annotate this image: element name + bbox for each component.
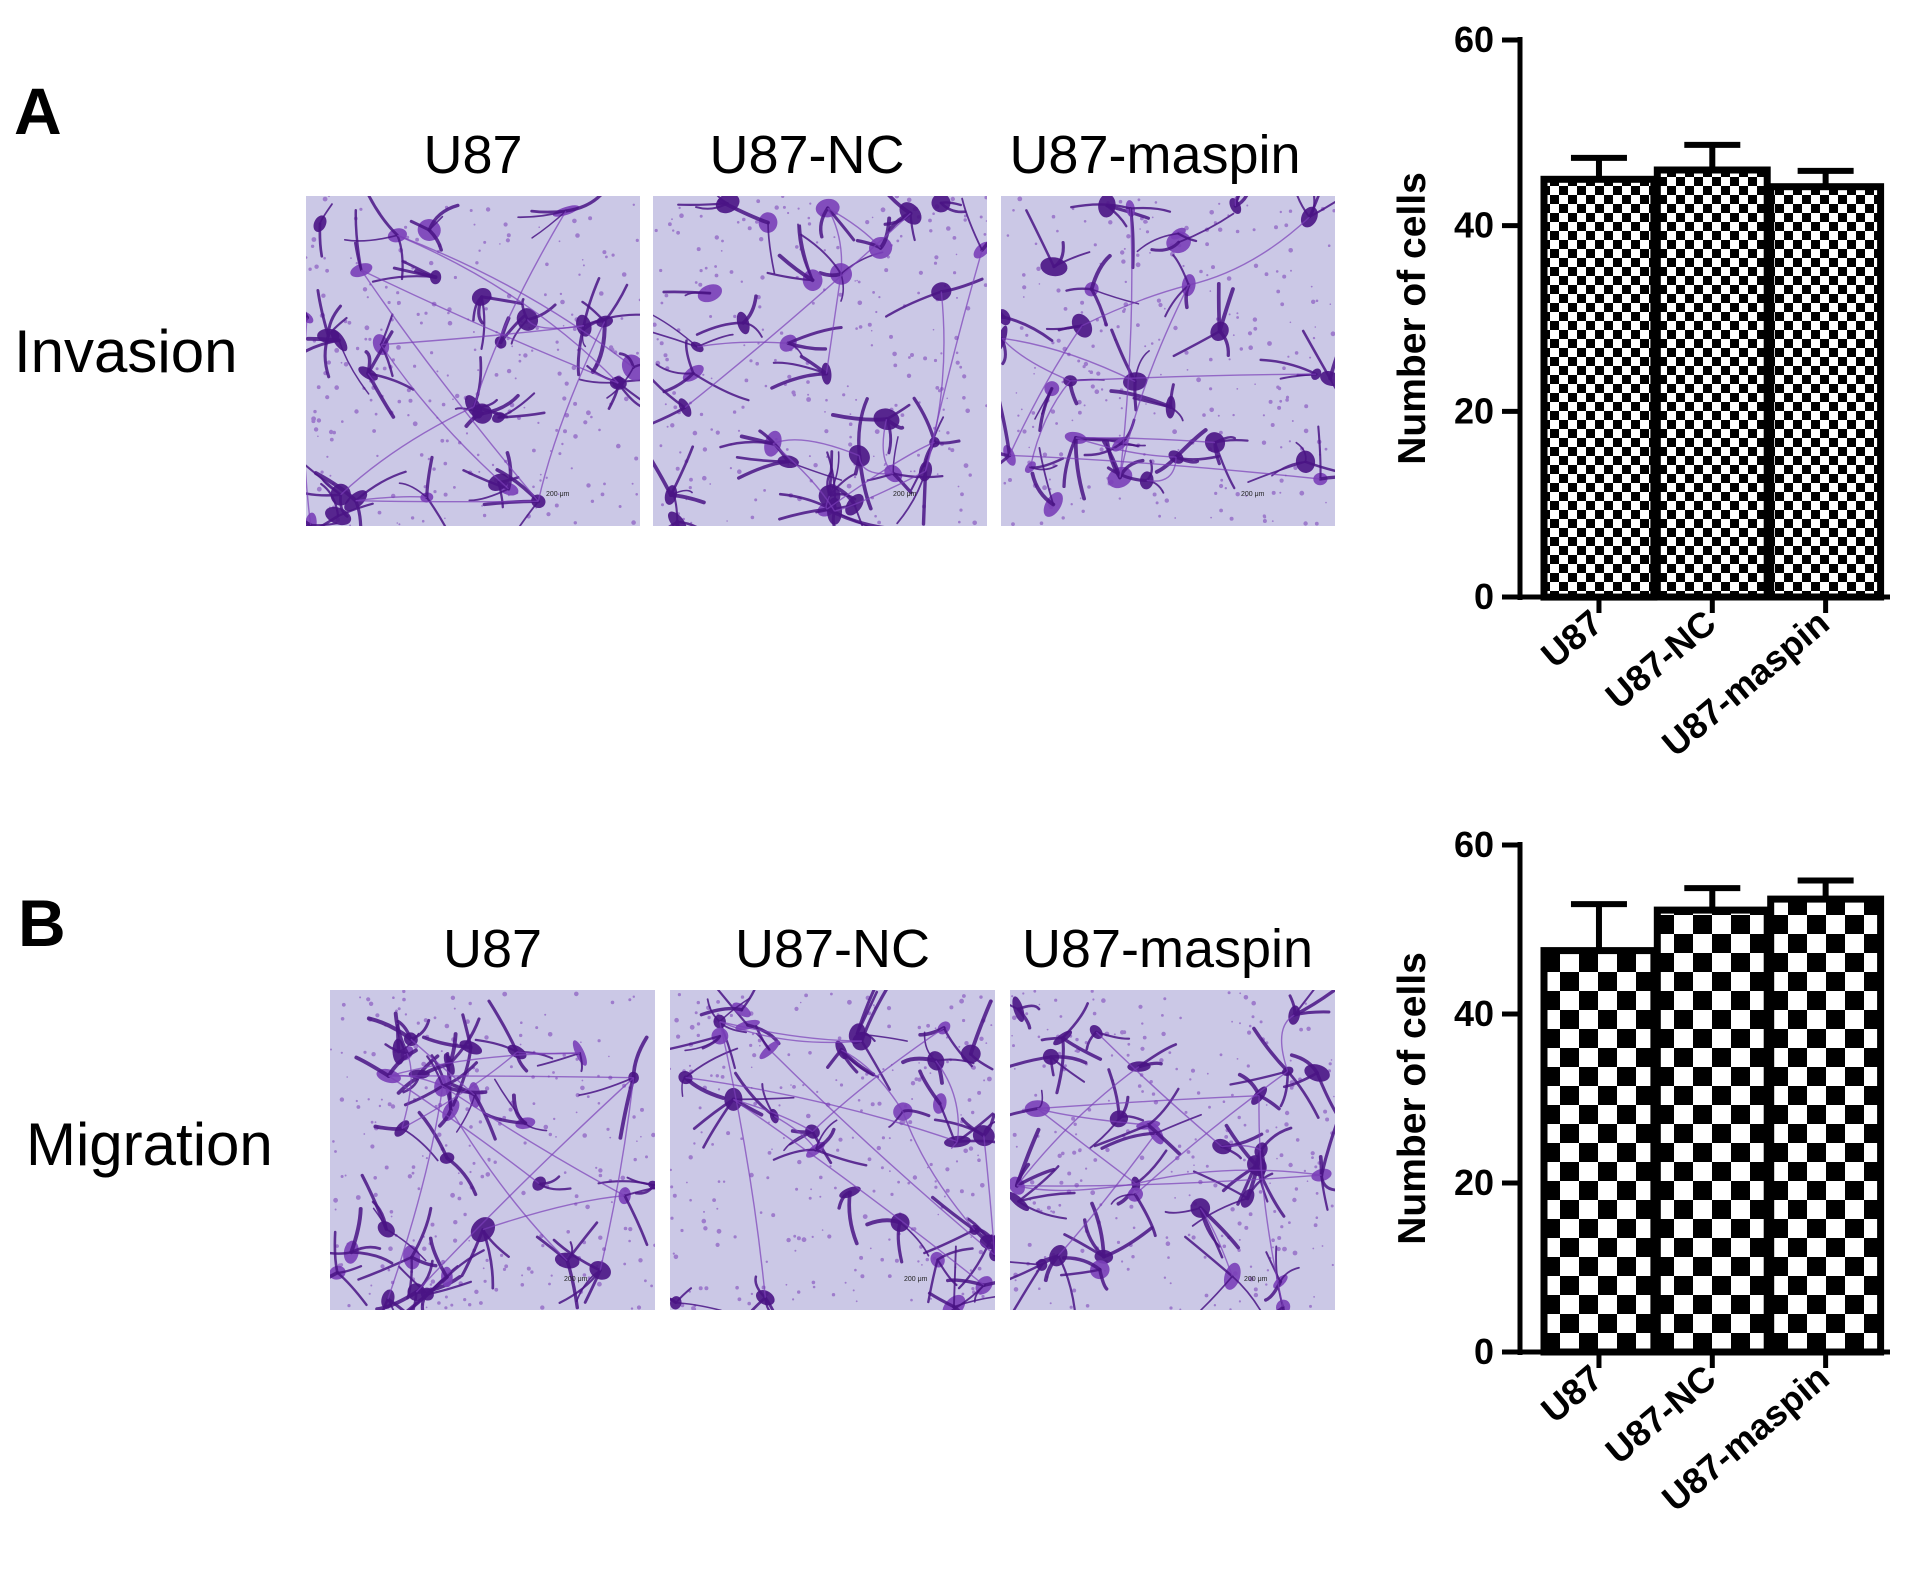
y-tick-label: 60 — [1454, 824, 1494, 865]
y-tick-label: 60 — [1454, 19, 1494, 60]
bar-u87 — [1540, 175, 1658, 601]
scale-bar-label: 200 μm — [1241, 491, 1265, 498]
y-tick-label: 40 — [1454, 205, 1494, 246]
row-label-migration: Migration — [26, 1111, 273, 1178]
column-label-u87-maspin-invasion: U87-maspin — [1009, 125, 1301, 185]
y-tick-label: 20 — [1454, 390, 1494, 431]
bar-u87-nc — [1653, 166, 1771, 601]
y-tick-label: 0 — [1474, 1331, 1494, 1372]
column-label-u87-nc-invasion: U87-NC — [709, 125, 905, 185]
micrograph-migration-u87-maspin: 200 μm — [1010, 990, 1335, 1310]
panel-letter-b: B — [18, 886, 66, 960]
bar-u87-maspin — [1767, 895, 1885, 1356]
scale-bar-label: 200 μm — [1244, 1276, 1268, 1283]
bar-u87-nc — [1653, 906, 1771, 1356]
bar-u87-maspin — [1767, 183, 1885, 601]
stained-cells — [1010, 990, 1335, 1310]
scale-bar-label: 200 μm — [546, 491, 570, 498]
micrograph-migration-u87: 200 μm — [330, 990, 655, 1310]
stained-cells — [670, 990, 995, 1310]
column-label-u87-nc-migration: U87-NC — [734, 919, 931, 979]
micrograph-invasion-u87-maspin: 200 μm — [1001, 196, 1335, 526]
stained-cells — [306, 196, 640, 526]
column-label-u87-maspin-migration: U87-maspin — [1021, 919, 1314, 979]
y-tick-label: 0 — [1474, 576, 1494, 617]
column-label-u87-migration: U87 — [442, 919, 543, 979]
column-label-u87-invasion: U87 — [423, 125, 523, 185]
y-tick-label: 20 — [1454, 1162, 1494, 1203]
y-axis-label: Number of cells — [1391, 952, 1434, 1245]
bar-u87 — [1540, 947, 1658, 1356]
micrograph-invasion-u87: 200 μm — [306, 196, 640, 526]
micrograph-invasion-u87-nc: 200 μm — [653, 196, 987, 526]
micrograph-migration-u87-nc: 200 μm — [670, 990, 995, 1310]
panel-letter-a: A — [14, 74, 62, 148]
stained-cells — [1001, 196, 1335, 517]
scale-bar-label: 200 μm — [893, 491, 917, 498]
stained-cells — [330, 999, 655, 1310]
stained-cells — [653, 196, 987, 526]
scale-bar-label: 200 μm — [904, 1276, 928, 1283]
scale-bar-label: 200 μm — [564, 1276, 588, 1283]
y-tick-label: 40 — [1454, 993, 1494, 1034]
y-axis-label: Number of cells — [1391, 172, 1434, 465]
row-label-invasion: Invasion — [14, 318, 238, 385]
